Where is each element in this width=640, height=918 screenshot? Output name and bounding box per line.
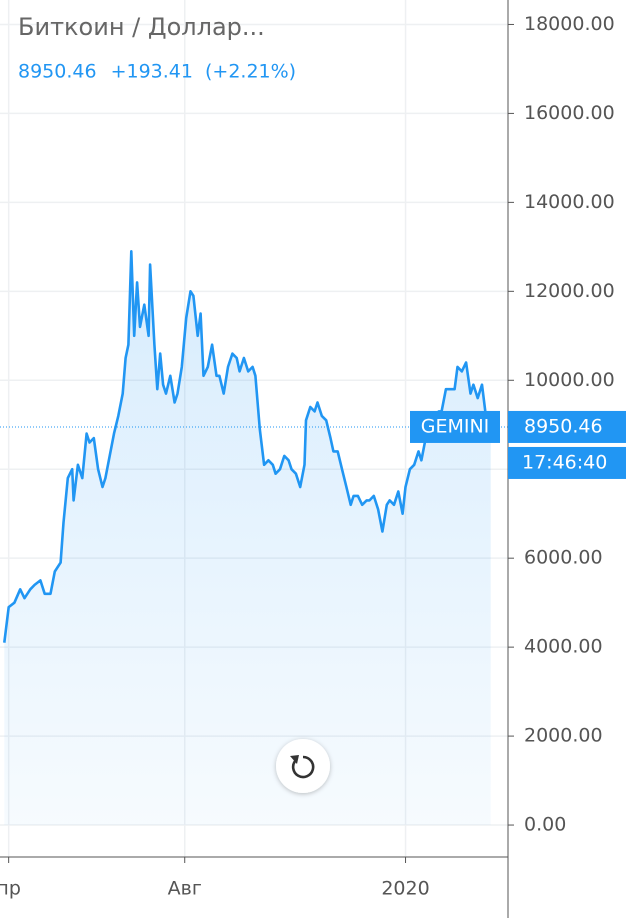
- y-tick-label: 16000.00: [524, 102, 615, 124]
- x-tick-label: Авг: [168, 878, 202, 900]
- reset-button-bg[interactable]: [276, 739, 330, 793]
- time-tag: 17:46:40: [522, 451, 607, 473]
- x-tick-label: пр: [0, 878, 21, 900]
- x-tick-label: 2020: [381, 878, 429, 900]
- price-tag-bg: [508, 410, 626, 443]
- time-tag-bg: [508, 446, 626, 479]
- price-line: [3, 250, 492, 643]
- exchange-tag: GEMINI: [421, 415, 490, 437]
- change-percent: (+2.21%): [205, 61, 296, 83]
- area: [4, 251, 491, 826]
- exchange-tag-bg: [410, 410, 500, 443]
- y-tick-label: 14000.00: [524, 191, 615, 213]
- price: 8950.46: [18, 61, 97, 83]
- y-tick-label: 0.00: [524, 814, 566, 836]
- change: +193.41: [111, 61, 193, 83]
- y-tick-label: 4000.00: [524, 636, 603, 658]
- plot: [0, 250, 508, 826]
- y-tick-label: 18000.00: [524, 13, 615, 35]
- title: Биткоин / Доллар...: [18, 13, 265, 41]
- reset-icon[interactable]: [291, 755, 315, 779]
- reset-button[interactable]: [276, 739, 330, 793]
- reset-icon-arrow[interactable]: [290, 755, 299, 764]
- axes: 0.002000.004000.006000.008000.0010000.00…: [0, 13, 626, 900]
- y-tick-label: 10000.00: [524, 369, 615, 391]
- y-tick-label: 6000.00: [524, 547, 603, 569]
- y-tick-label: 2000.00: [524, 725, 603, 747]
- y-tick-label: 12000.00: [524, 280, 615, 302]
- price-tag: 8950.46: [524, 415, 603, 437]
